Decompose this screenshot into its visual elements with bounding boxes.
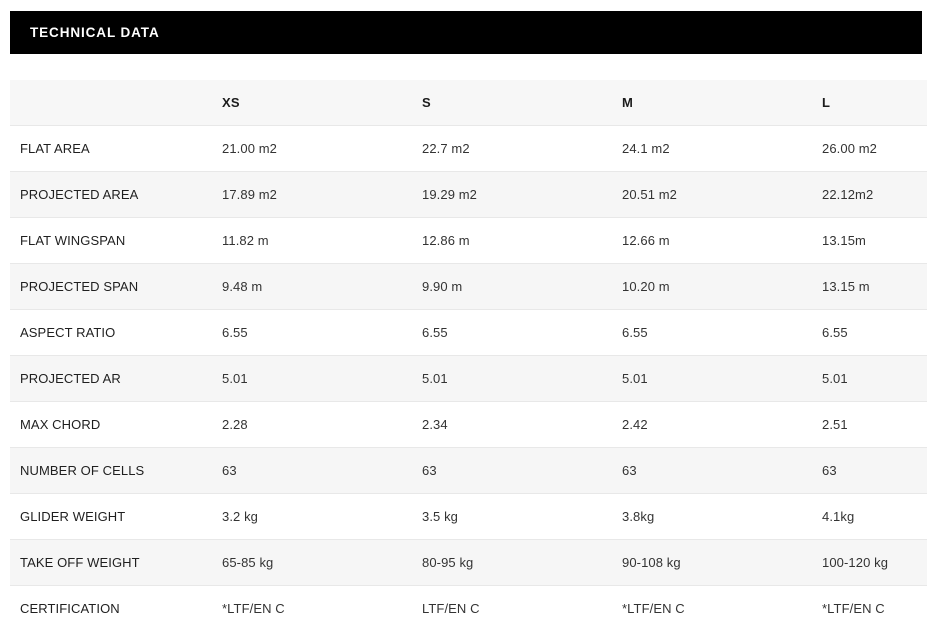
cell-m: 3.8kg xyxy=(616,494,816,540)
table-row: PROJECTED AREA 17.89 m2 19.29 m2 20.51 m… xyxy=(10,172,927,218)
table-row: PROJECTED AR 5.01 5.01 5.01 5.01 xyxy=(10,356,927,402)
cell-xs: 63 xyxy=(216,448,416,494)
cell-xs: 3.2 kg xyxy=(216,494,416,540)
cell-l: 100-120 kg xyxy=(816,540,927,586)
cell-s: 6.55 xyxy=(416,310,616,356)
page-title: TECHNICAL DATA xyxy=(10,25,160,40)
table-body: FLAT AREA 21.00 m2 22.7 m2 24.1 m2 26.00… xyxy=(10,126,927,631)
cell-s: LTF/EN C xyxy=(416,586,616,631)
table-row: NUMBER OF CELLS 63 63 63 63 xyxy=(10,448,927,494)
technical-data-banner: TECHNICAL DATA xyxy=(10,11,922,54)
row-label: NUMBER OF CELLS xyxy=(10,448,216,494)
cell-m: 90-108 kg xyxy=(616,540,816,586)
cell-m: 12.66 m xyxy=(616,218,816,264)
cell-l: 63 xyxy=(816,448,927,494)
spec-table-container: XS S M L FLAT AREA 21.00 m2 22.7 m2 24.1… xyxy=(10,80,917,631)
table-row: ASPECT RATIO 6.55 6.55 6.55 6.55 xyxy=(10,310,927,356)
cell-m: 6.55 xyxy=(616,310,816,356)
cell-xs: 9.48 m xyxy=(216,264,416,310)
cell-l: 13.15 m xyxy=(816,264,927,310)
row-label: ASPECT RATIO xyxy=(10,310,216,356)
cell-s: 22.7 m2 xyxy=(416,126,616,172)
cell-l: 6.55 xyxy=(816,310,927,356)
cell-xs: 21.00 m2 xyxy=(216,126,416,172)
row-label: GLIDER WEIGHT xyxy=(10,494,216,540)
row-label: PROJECTED AR xyxy=(10,356,216,402)
technical-data-table: XS S M L FLAT AREA 21.00 m2 22.7 m2 24.1… xyxy=(10,80,927,631)
cell-m: 2.42 xyxy=(616,402,816,448)
cell-xs: 6.55 xyxy=(216,310,416,356)
column-header-m: M xyxy=(616,80,816,126)
column-header-l: L xyxy=(816,80,927,126)
row-label: MAX CHORD xyxy=(10,402,216,448)
row-label: TAKE OFF WEIGHT xyxy=(10,540,216,586)
table-row: PROJECTED SPAN 9.48 m 9.90 m 10.20 m 13.… xyxy=(10,264,927,310)
cell-xs: 17.89 m2 xyxy=(216,172,416,218)
cell-s: 12.86 m xyxy=(416,218,616,264)
row-label: FLAT AREA xyxy=(10,126,216,172)
cell-m: 63 xyxy=(616,448,816,494)
cell-l: 4.1kg xyxy=(816,494,927,540)
cell-m: *LTF/EN C xyxy=(616,586,816,631)
cell-l: 26.00 m2 xyxy=(816,126,927,172)
cell-l: 2.51 xyxy=(816,402,927,448)
row-label: FLAT WINGSPAN xyxy=(10,218,216,264)
cell-xs: 2.28 xyxy=(216,402,416,448)
column-header-s: S xyxy=(416,80,616,126)
cell-xs: 11.82 m xyxy=(216,218,416,264)
table-row: FLAT WINGSPAN 11.82 m 12.86 m 12.66 m 13… xyxy=(10,218,927,264)
cell-s: 3.5 kg xyxy=(416,494,616,540)
row-label: PROJECTED SPAN xyxy=(10,264,216,310)
cell-l: *LTF/EN C xyxy=(816,586,927,631)
cell-m: 5.01 xyxy=(616,356,816,402)
cell-s: 80-95 kg xyxy=(416,540,616,586)
column-header-spec xyxy=(10,80,216,126)
table-row: CERTIFICATION *LTF/EN C LTF/EN C *LTF/EN… xyxy=(10,586,927,631)
cell-m: 24.1 m2 xyxy=(616,126,816,172)
table-row: GLIDER WEIGHT 3.2 kg 3.5 kg 3.8kg 4.1kg xyxy=(10,494,927,540)
cell-l: 5.01 xyxy=(816,356,927,402)
cell-m: 10.20 m xyxy=(616,264,816,310)
column-header-xs: XS xyxy=(216,80,416,126)
cell-xs: *LTF/EN C xyxy=(216,586,416,631)
row-label: CERTIFICATION xyxy=(10,586,216,631)
cell-xs: 5.01 xyxy=(216,356,416,402)
cell-l: 13.15m xyxy=(816,218,927,264)
cell-s: 9.90 m xyxy=(416,264,616,310)
table-header-row: XS S M L xyxy=(10,80,927,126)
table-row: TAKE OFF WEIGHT 65-85 kg 80-95 kg 90-108… xyxy=(10,540,927,586)
row-label: PROJECTED AREA xyxy=(10,172,216,218)
cell-s: 5.01 xyxy=(416,356,616,402)
cell-l: 22.12m2 xyxy=(816,172,927,218)
table-row: MAX CHORD 2.28 2.34 2.42 2.51 xyxy=(10,402,927,448)
cell-s: 63 xyxy=(416,448,616,494)
cell-s: 2.34 xyxy=(416,402,616,448)
table-row: FLAT AREA 21.00 m2 22.7 m2 24.1 m2 26.00… xyxy=(10,126,927,172)
cell-xs: 65-85 kg xyxy=(216,540,416,586)
table-header: XS S M L xyxy=(10,80,927,126)
cell-s: 19.29 m2 xyxy=(416,172,616,218)
cell-m: 20.51 m2 xyxy=(616,172,816,218)
